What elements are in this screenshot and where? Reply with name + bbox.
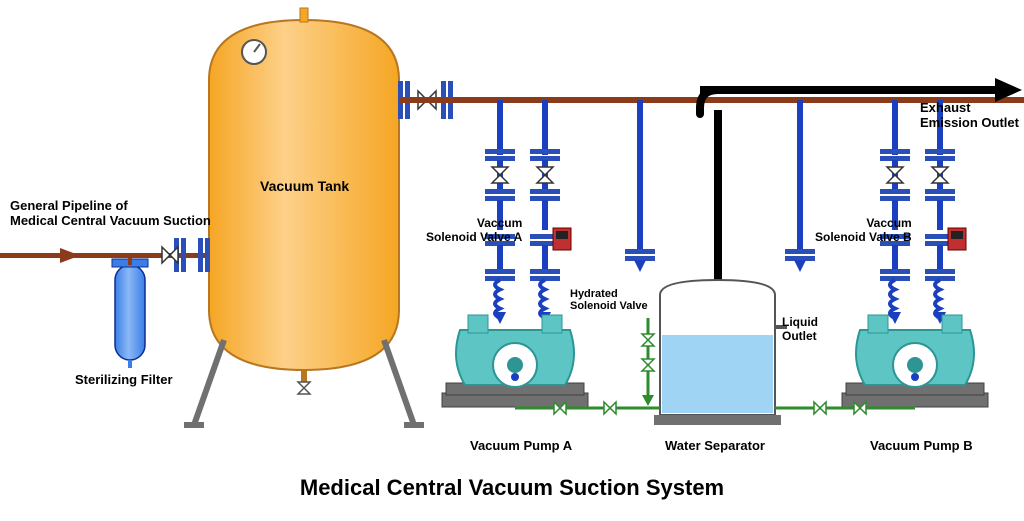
label-pipeline: General Pipeline of Medical Central Vacu…	[10, 198, 211, 228]
label-tank: Vacuum Tank	[260, 178, 349, 194]
label-solenoid-b: Vaccum Solenoid Valve B	[815, 216, 912, 244]
label-separator: Water Separator	[665, 438, 765, 453]
label-filter: Sterilizing Filter	[75, 372, 173, 387]
label-exhaust: Exhaust Emission Outlet	[920, 100, 1019, 130]
diagram-title: Medical Central Vacuum Suction System	[0, 475, 1024, 501]
label-solenoid-a: Vaccum Solenoid Valve A	[426, 216, 522, 244]
label-pump-a: Vacuum Pump A	[470, 438, 572, 453]
label-liquid-outlet: Liquid Outlet	[782, 315, 818, 343]
label-pump-b: Vacuum Pump B	[870, 438, 973, 453]
diagram-canvas: General Pipeline of Medical Central Vacu…	[0, 0, 1024, 516]
label-hydrated: Hydrated Solenoid Valve	[570, 288, 648, 312]
